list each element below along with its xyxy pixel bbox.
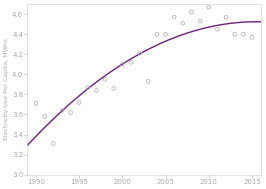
Point — [241, 33, 246, 36]
Point — [138, 52, 142, 55]
Point — [215, 28, 219, 31]
Point — [163, 33, 168, 36]
Point — [94, 89, 99, 92]
Point — [129, 61, 133, 64]
Point — [103, 78, 107, 81]
Point — [207, 6, 211, 9]
Point — [112, 87, 116, 90]
Point — [34, 102, 38, 105]
Point — [232, 33, 237, 36]
Y-axis label: Electricity Use Per Capita, MWhs: Electricity Use Per Capita, MWhs — [4, 38, 9, 140]
Point — [120, 63, 124, 66]
Point — [250, 36, 254, 39]
Point — [77, 101, 81, 104]
Point — [60, 109, 64, 112]
Point — [155, 33, 159, 36]
Point — [68, 111, 73, 114]
Point — [198, 20, 202, 23]
Point — [181, 22, 185, 25]
Point — [189, 11, 194, 14]
Point — [172, 16, 176, 19]
Point — [224, 16, 228, 19]
Point — [43, 115, 47, 118]
Point — [86, 86, 90, 89]
Point — [51, 142, 55, 145]
Point — [146, 80, 151, 83]
